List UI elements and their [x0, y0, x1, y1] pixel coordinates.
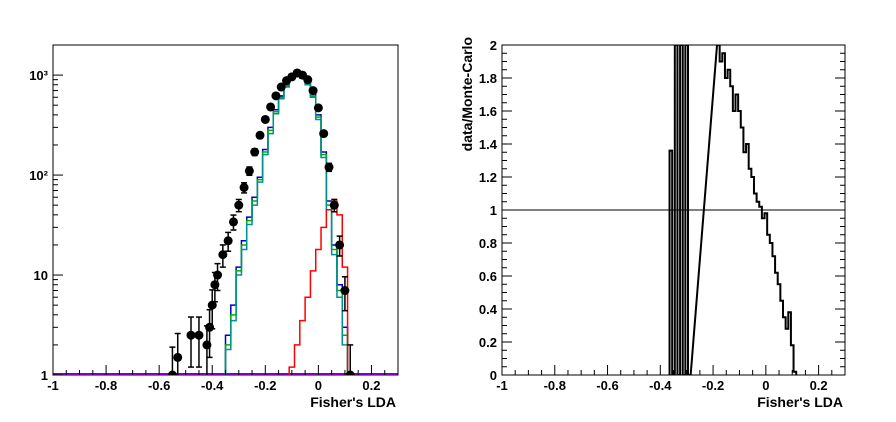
x-tick-label: -0.6: [148, 378, 170, 393]
data-point: [345, 370, 355, 375]
x-tick-label: -0.4: [649, 378, 672, 393]
data-point: [239, 183, 249, 193]
data-point: [260, 114, 270, 124]
data-point: [213, 270, 223, 280]
data-point: [223, 236, 233, 246]
y-tick-label: 10: [34, 268, 48, 283]
y-tick-label: 0.4: [479, 302, 498, 317]
series-step-line: [224, 74, 353, 375]
x-tick-label: -0.2: [254, 378, 276, 393]
x-tick-label: 0.2: [362, 378, 380, 393]
y-tick-label: 0.2: [479, 335, 497, 350]
y-tick-label: 10²: [29, 168, 48, 183]
data-point: [218, 250, 228, 260]
data-point: [308, 86, 318, 96]
y-tick-label: 0.6: [479, 269, 497, 284]
series-step-line: [668, 45, 798, 375]
data-point: [250, 147, 260, 157]
series-step-line: [288, 200, 353, 375]
y-tick-label: 1.8: [479, 71, 497, 86]
x-tick-label: -1: [47, 378, 59, 393]
y-tick-label: 2: [490, 38, 497, 53]
data-point: [335, 240, 345, 250]
x-tick-label: -0.2: [702, 378, 724, 393]
y-tick-label: 1: [490, 203, 497, 218]
x-tick-label: -1: [496, 378, 508, 393]
data-point: [194, 330, 204, 340]
y-axis-title: data/Monte-Carlo: [459, 37, 475, 151]
data-point: [340, 286, 350, 296]
y-tick-label: 0.8: [479, 236, 497, 251]
data-point: [329, 200, 339, 210]
data-layer: [502, 45, 845, 375]
data-point: [266, 102, 276, 112]
y-tick-label: 1.4: [479, 137, 498, 152]
y-tick-label: 1: [41, 368, 48, 383]
right-ratio-panel: -1 -0.8 -0.6 -0.4 -0.2 0 0.2 0 0.2 0.4 0.6 0.8 1 1.2 1…: [459, 37, 846, 410]
data-point: [228, 217, 238, 227]
data-layer: [53, 68, 398, 375]
y-tick-label: 0: [490, 368, 497, 383]
x-tick-label: 0: [762, 378, 769, 393]
left-histogram-panel: -1 -0.8 -0.6 -0.4 -0.2 0 0.2 1 10 10² 10³ Fisher's …: [29, 44, 399, 410]
data-point: [303, 75, 313, 85]
y-tick-label: 1.6: [479, 104, 497, 119]
x-tick-label: 0: [315, 378, 322, 393]
x-tick-label: 0.2: [810, 378, 828, 393]
data-point: [173, 352, 183, 362]
data-point: [207, 300, 217, 310]
series-step-line: [224, 75, 353, 375]
x-tick-label: -0.8: [95, 378, 117, 393]
data-point: [244, 166, 254, 176]
x-axis-title: Fisher's LDA: [310, 394, 396, 410]
x-tick-label: -0.8: [544, 378, 566, 393]
data-point: [186, 330, 196, 340]
data-point: [271, 91, 281, 101]
data-point: [255, 130, 265, 140]
y-tick-label: 1.2: [479, 170, 497, 185]
data-point: [276, 82, 286, 92]
plot-frame: [52, 44, 399, 376]
series-step-line: [224, 73, 353, 375]
data-point: [319, 129, 329, 139]
x-axis-title: Fisher's LDA: [757, 394, 843, 410]
data-point: [313, 103, 323, 113]
data-point: [324, 162, 334, 172]
data-point: [234, 200, 244, 210]
x-tick-label: -0.6: [596, 378, 618, 393]
y-tick-label: 10³: [29, 68, 48, 83]
x-tick-label: -0.4: [201, 378, 224, 393]
